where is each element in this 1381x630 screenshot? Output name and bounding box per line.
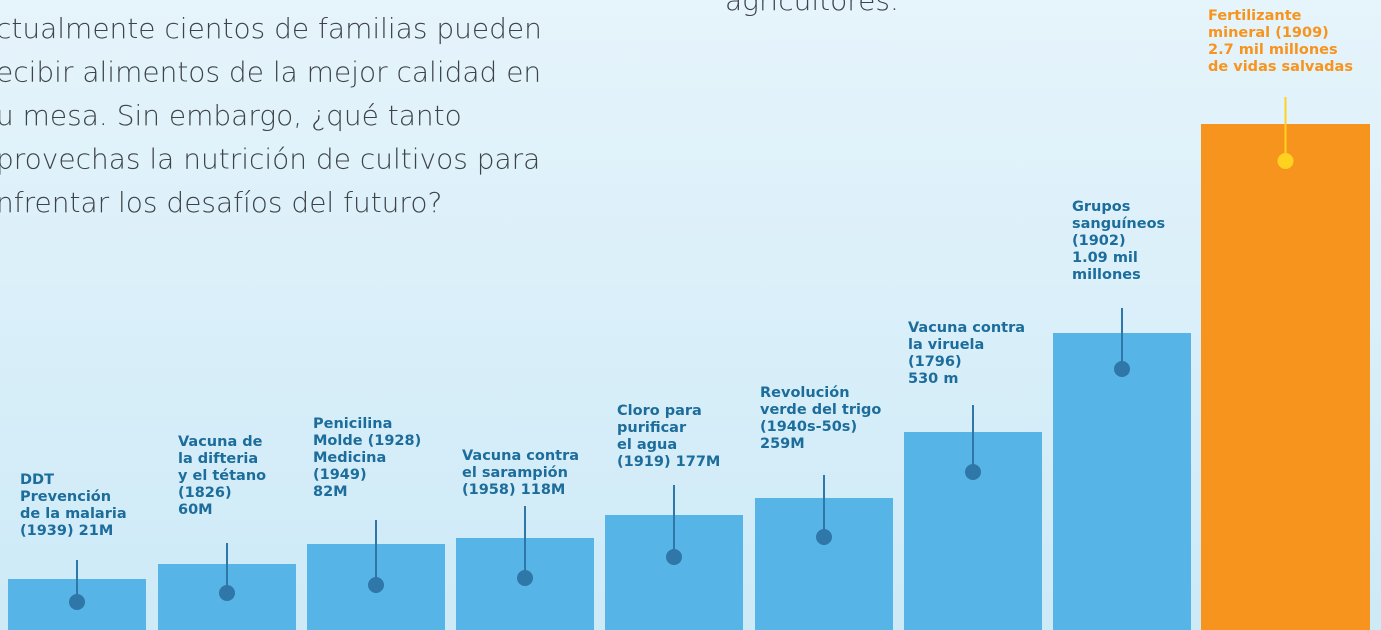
item-label: (1919) 177M (617, 454, 720, 470)
item-label: 60M (178, 502, 213, 518)
item-label: Vacuna contra (908, 320, 1025, 336)
item-label: Fertilizante (1208, 8, 1302, 24)
top-text: agricultores. (725, 0, 899, 17)
item-label: 259M (760, 436, 805, 452)
item-label: Medicina (313, 450, 386, 466)
intro-line: provechas la nutrición de cultivos para (0, 143, 540, 176)
item-label: el sarampión (462, 465, 568, 481)
item-label: (1826) (178, 485, 232, 501)
item-label: de vidas salvadas (1208, 59, 1353, 75)
dot (219, 585, 235, 601)
item-label: millones (1072, 267, 1141, 283)
item-label: DDT (20, 472, 54, 488)
intro-line: u mesa. Sin embargo, ¿qué tanto (0, 99, 462, 132)
item-label: sanguíneos (1072, 216, 1165, 232)
item-label: (1949) (313, 467, 367, 483)
item-label: Vacuna de (178, 434, 263, 450)
dot (1277, 153, 1294, 169)
item-label: 82M (313, 484, 348, 500)
item-label: (1902) (1072, 233, 1126, 249)
item-label: (1940s-50s) (760, 419, 857, 435)
item-label: la viruela (908, 337, 984, 353)
dot (368, 577, 384, 593)
item-label: Cloro para (617, 403, 702, 419)
dot (517, 570, 533, 586)
item-label: Penicilina (313, 416, 392, 432)
item-label: Revolución (760, 385, 850, 401)
bar (1053, 333, 1191, 630)
item-label: de la malaria (20, 506, 127, 522)
item-label: Prevención (20, 489, 111, 505)
dot (666, 549, 682, 565)
item-label: 1.09 mil (1072, 250, 1138, 266)
intro-line: ecibir alimentos de la mejor calidad en (0, 56, 541, 89)
item-label: mineral (1909) (1208, 25, 1329, 41)
item-label: Grupos (1072, 199, 1130, 215)
dot (1114, 361, 1130, 377)
dot (965, 464, 981, 480)
item-label: (1796) (908, 354, 962, 370)
item-label: la difteria (178, 451, 258, 467)
item-label: y el tétano (178, 468, 266, 484)
dot (69, 594, 85, 610)
intro-line: ctualmente cientos de familias pueden (0, 12, 542, 45)
item-label: Molde (1928) (313, 433, 421, 449)
dot (816, 529, 832, 545)
item-label: (1939) 21M (20, 523, 113, 539)
item-label: 530 m (908, 371, 958, 387)
bar (1201, 124, 1370, 630)
item-label: purificar (617, 420, 687, 436)
intro-line: nfrentar los desafíos del futuro? (0, 186, 442, 219)
item-label: verde del trigo (760, 402, 881, 418)
item-label: el agua (617, 437, 677, 453)
item-label: (1958) 118M (462, 482, 565, 498)
item-label: Vacuna contra (462, 448, 579, 464)
item-label: 2.7 mil millones (1208, 42, 1338, 58)
